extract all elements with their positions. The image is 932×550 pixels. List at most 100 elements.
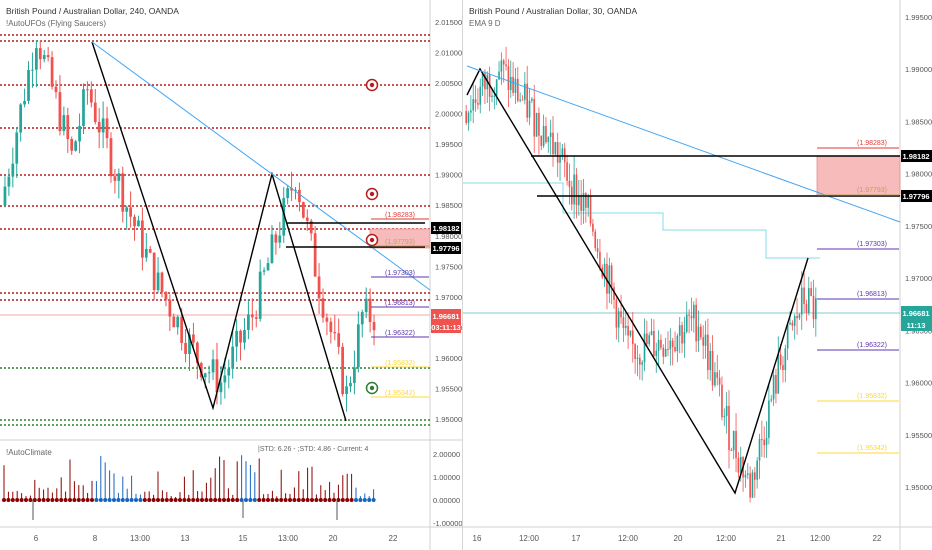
right-candle-body <box>676 335 679 352</box>
left-candle-body <box>101 118 105 133</box>
right-candle-body <box>732 430 735 451</box>
right-tag-current-price[interactable] <box>901 306 932 331</box>
pane-divider[interactable] <box>462 0 463 550</box>
right-candle-body <box>575 174 578 206</box>
right-tag-level-high[interactable] <box>901 150 932 162</box>
climate-dot <box>116 498 121 502</box>
climate-dot <box>266 498 270 502</box>
left-sub-stats: |STD: 6.26 - ;STD: 4.86 - Current: 4 <box>258 446 369 453</box>
left-chart-canvas[interactable]: 2.01500 2.01000 2.00500 2.00000 1.99500 1.990… <box>0 0 462 550</box>
right-candle-body <box>596 248 599 252</box>
right-candle-body <box>723 416 726 418</box>
right-candle-body <box>655 350 658 356</box>
right-candle-body <box>657 339 660 351</box>
left-price-tick: 2.00500 <box>435 79 462 88</box>
left-candle-body <box>211 359 215 373</box>
ema-step-line[interactable] <box>463 182 820 259</box>
climate-dot <box>213 498 218 502</box>
left-candle-body <box>156 272 160 291</box>
climate-dot <box>147 498 152 502</box>
left-candle-body <box>368 298 372 323</box>
left-candle-body <box>109 138 113 177</box>
left-zigzag-pattern <box>91 41 347 422</box>
climate-dot <box>81 498 86 502</box>
right-candle-body <box>639 357 641 365</box>
climate-dot <box>15 498 20 502</box>
climate-dot <box>72 498 77 502</box>
right-candle-body <box>728 405 730 451</box>
left-candle-body <box>298 189 301 203</box>
left-sub-indicator-label[interactable]: !AutoClimate <box>6 448 52 457</box>
left-time-tick: 15 <box>239 534 248 543</box>
climate-dot <box>283 498 288 502</box>
left-tag-level-low[interactable] <box>431 242 461 254</box>
left-time-tick: 6 <box>34 534 39 543</box>
right-candle-body <box>559 156 561 163</box>
left-candle-body <box>313 233 317 277</box>
climate-dot <box>120 498 125 502</box>
left-candle-body <box>270 234 274 264</box>
right-candle-body <box>735 430 737 459</box>
right-time-tick: 17 <box>572 534 581 543</box>
left-projection-label: (1.97793) <box>385 239 415 246</box>
left-candle-body <box>192 334 195 343</box>
right-candle-body <box>697 326 700 342</box>
climate-dot <box>151 498 156 502</box>
left-candle-body <box>356 324 360 368</box>
left-projection-label: (1.95832) <box>385 360 415 367</box>
right-time-tick: 22 <box>873 534 882 543</box>
left-price-tick: 1.98500 <box>435 201 462 210</box>
climate-dot <box>200 498 204 502</box>
left-candle-body <box>46 55 50 58</box>
right-candle-body <box>631 330 634 345</box>
left-indicator-label[interactable]: !AutoUFOs (Flying Saucers) <box>6 19 107 28</box>
right-candle-body <box>467 112 470 123</box>
climate-dot <box>332 498 336 502</box>
ufo-marker-core <box>369 237 375 243</box>
left-candle-body <box>70 139 74 151</box>
left-chart-pane[interactable]: 2.01500 2.01000 2.00500 2.00000 1.99500 1.990… <box>0 0 462 550</box>
climate-dot <box>314 498 319 502</box>
left-trendline[interactable] <box>91 41 431 291</box>
left-tag-current-price[interactable] <box>431 309 461 333</box>
left-candle-body <box>349 382 352 387</box>
left-time-tick: 22 <box>389 534 398 543</box>
left-candle-body <box>247 314 250 330</box>
climate-dot <box>349 498 354 502</box>
left-tag-level-high[interactable] <box>431 222 461 234</box>
right-candle-body <box>481 73 484 87</box>
left-projection-label: (1.95342) <box>385 390 415 397</box>
right-candle-body <box>777 354 780 394</box>
right-candle-body <box>768 400 770 438</box>
climate-dot <box>310 498 314 502</box>
climate-dot <box>50 498 55 502</box>
right-candle-body <box>671 340 674 348</box>
climate-dot <box>362 498 367 502</box>
right-candle-body <box>585 193 587 208</box>
right-candle-body <box>474 99 477 104</box>
right-tag-level-low[interactable] <box>901 190 932 202</box>
right-candle-body <box>756 460 758 480</box>
right-trendline[interactable] <box>466 65 901 223</box>
left-price-tick: 1.97500 <box>435 262 462 271</box>
left-price-tick: 2.01000 <box>435 49 462 58</box>
right-chart-canvas[interactable]: 1.99500 1.99000 1.98500 1.98000 1.97500 1.970… <box>463 0 932 550</box>
right-time-tick: 21 <box>777 534 786 543</box>
ufo-marker-core <box>369 82 375 88</box>
right-candle-body <box>540 135 543 146</box>
climate-dot <box>257 498 262 502</box>
climate-dot <box>19 498 24 502</box>
left-candle-body <box>113 176 117 181</box>
right-candle-body <box>470 110 472 113</box>
left-candle-body <box>82 89 85 126</box>
right-candle-body <box>770 399 773 401</box>
right-chart-pane[interactable]: 1.99500 1.99000 1.98500 1.98000 1.97500 1.970… <box>463 0 932 550</box>
left-candle-body <box>207 372 211 374</box>
right-candle-body <box>810 288 812 297</box>
left-candle-body <box>23 100 26 105</box>
left-time-tick: 8 <box>93 534 98 543</box>
right-candle-body <box>561 148 564 157</box>
left-price-tick: 1.96000 <box>435 354 462 363</box>
right-candle-body <box>812 296 815 320</box>
right-indicator-label[interactable]: EMA 9 D <box>469 19 501 28</box>
